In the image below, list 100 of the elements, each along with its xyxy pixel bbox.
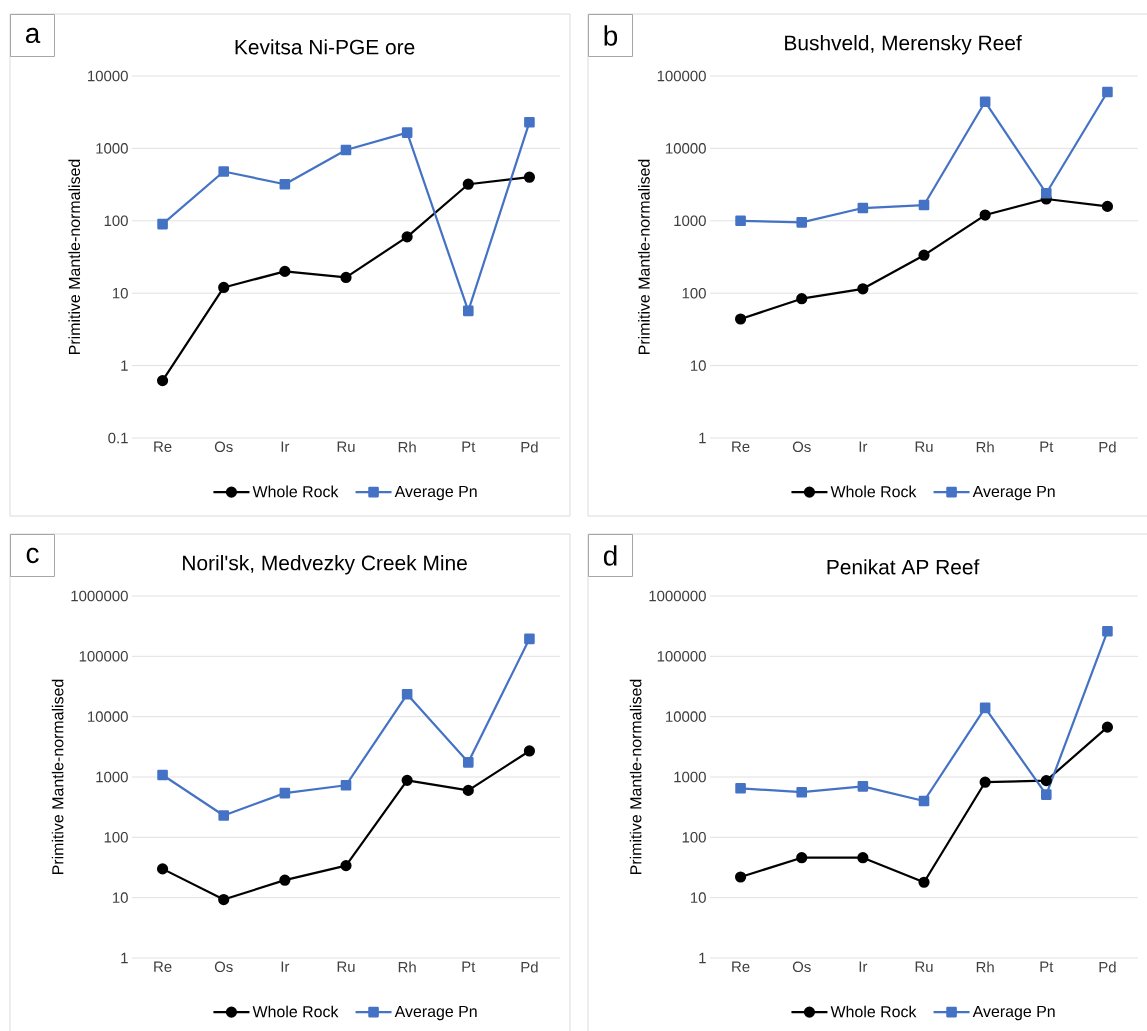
point: [401, 688, 413, 700]
y-tick-label: 10000: [88, 70, 128, 82]
point: [157, 218, 168, 230]
text: b: [604, 25, 618, 46]
y-tick-label: 100000: [657, 651, 706, 662]
y-tick-label: 1000: [96, 771, 128, 783]
x-tick-label: Ir: [859, 961, 868, 972]
point: [1040, 789, 1052, 800]
y-tick-label: 0.1: [108, 432, 128, 444]
x-tick-label: Rh: [398, 441, 416, 453]
x-tick-label: Re: [154, 441, 172, 452]
legend-label: Average Pn: [972, 1005, 1055, 1021]
y-tick-label: 1: [699, 432, 706, 444]
chart-title: Penikat AP Reef: [827, 559, 980, 575]
point: [218, 810, 230, 821]
point: [279, 178, 291, 190]
point: [1101, 200, 1114, 213]
x-tick-label: Re: [154, 961, 172, 972]
point: [857, 781, 869, 792]
point: [523, 171, 536, 183]
point: [462, 178, 474, 190]
point: [279, 787, 291, 799]
point: [735, 215, 746, 227]
point: [462, 757, 474, 768]
x-tick-label: Pt: [462, 441, 476, 452]
text: a: [25, 27, 41, 44]
x-tick-label: Ru: [915, 961, 933, 972]
point: [218, 893, 230, 906]
y-tick-label: 10: [113, 287, 128, 299]
chart-title: Noril'sk, Medvezky Creek Mine: [183, 555, 467, 575]
point: [918, 795, 930, 807]
point: [979, 702, 991, 714]
y-tick-label: 10: [113, 892, 128, 903]
point: [796, 786, 808, 798]
point: [340, 144, 352, 156]
legend-label: Average Pn: [972, 485, 1055, 501]
point: [401, 231, 413, 243]
legend-label: Average Pn: [394, 485, 477, 501]
x-tick-label: Pd: [521, 441, 538, 453]
y-tick-label: 1: [121, 360, 128, 371]
point: [796, 293, 808, 305]
point: [979, 776, 991, 788]
x-tick-label: Ru: [337, 961, 355, 972]
y-tick-label: 1: [121, 952, 128, 964]
point: [462, 784, 474, 796]
point: [857, 283, 869, 295]
x-tick-label: Rh: [976, 961, 994, 973]
point: [279, 874, 291, 886]
point: [979, 96, 991, 108]
y-tick-label: 1000: [96, 143, 128, 154]
x-tick-label: Os: [792, 441, 811, 453]
y-tick-label: 10000: [666, 711, 706, 722]
x-tick-label: Re: [732, 441, 750, 452]
y-axis-title: Primitive Mantle-normalised: [51, 679, 64, 875]
legend-label: Whole Rock: [252, 1005, 339, 1018]
point: [156, 375, 169, 387]
point: [1040, 775, 1052, 787]
point: [918, 249, 930, 261]
y-tick-label: 100000: [657, 70, 706, 82]
point: [796, 217, 808, 228]
y-tick-label: 1: [699, 952, 706, 964]
x-tick-label: Pd: [1099, 441, 1116, 453]
point: [734, 313, 747, 325]
y-axis-title: Primitive Mantle-normalised: [629, 679, 642, 875]
chart-title: Kevitsa Ni-PGE ore: [235, 39, 415, 55]
text: c: [26, 547, 39, 564]
x-tick-label: Ru: [915, 441, 933, 452]
point: [218, 281, 230, 294]
legend-label: Whole Rock: [830, 1005, 917, 1018]
x-tick-label: Pd: [1099, 961, 1116, 973]
x-tick-label: Pd: [521, 961, 538, 973]
x-tick-label: Pt: [1040, 441, 1054, 452]
y-tick-label: 1000: [674, 215, 706, 227]
x-tick-label: Pt: [1040, 961, 1054, 972]
legend-label: Average Pn: [394, 1005, 477, 1021]
point: [340, 860, 352, 872]
y-tick-label: 100: [682, 832, 706, 843]
x-tick-label: Re: [732, 961, 750, 972]
point: [735, 782, 746, 794]
point: [523, 745, 536, 757]
point: [524, 116, 535, 128]
x-tick-label: Os: [214, 961, 233, 973]
legend-label: Whole Rock: [252, 485, 339, 498]
y-axis-title: Primitive Mantle-normalised: [68, 159, 81, 355]
point: [524, 633, 535, 645]
x-tick-label: Os: [214, 441, 233, 453]
point: [979, 209, 991, 221]
point: [1102, 86, 1113, 98]
point: [857, 852, 869, 864]
y-tick-label: 1000: [674, 771, 706, 783]
point: [157, 769, 168, 781]
point: [340, 779, 352, 791]
text: d: [603, 545, 617, 566]
point: [401, 127, 413, 138]
point: [734, 871, 747, 883]
y-tick-label: 100: [682, 287, 706, 299]
point: [401, 774, 413, 786]
point: [857, 202, 869, 214]
x-tick-label: Ir: [281, 441, 290, 452]
y-tick-label: 1000000: [649, 590, 706, 602]
